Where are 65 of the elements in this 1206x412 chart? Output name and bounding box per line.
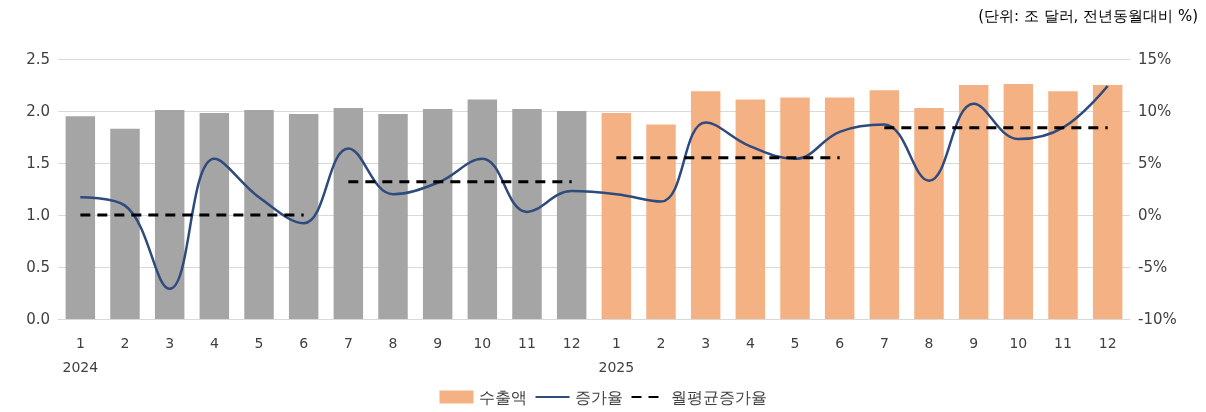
y-tick-label: 0.5 xyxy=(26,258,50,276)
x-tick-label: 5 xyxy=(254,335,264,351)
x-tick-label: 8 xyxy=(924,335,934,351)
y-tick-label: 2.0 xyxy=(26,102,50,120)
legend-label: 수출액 xyxy=(478,387,527,407)
y2-tick-label: 5% xyxy=(1138,154,1162,172)
bar xyxy=(601,113,632,319)
x-tick-label: 9 xyxy=(433,335,443,351)
x-tick-label: 10 xyxy=(473,335,492,351)
bar xyxy=(154,109,185,319)
bar xyxy=(288,114,319,319)
bar xyxy=(914,107,944,319)
bar xyxy=(110,128,140,319)
bar xyxy=(467,99,498,319)
bar xyxy=(958,85,989,319)
x-tick-label: 1 2025 xyxy=(598,335,635,375)
y2-tick-label: -10% xyxy=(1138,310,1177,328)
y-tick-label: 2.5 xyxy=(26,50,50,68)
line-series xyxy=(79,84,1109,291)
x-tick-label: 4 xyxy=(745,335,755,351)
x-tick-label: 6 xyxy=(299,335,309,351)
bar xyxy=(824,97,855,319)
x-tick-label: 1 2024 xyxy=(62,335,99,375)
x-tick-label: 7 xyxy=(879,335,889,351)
x-tick-label: 12 xyxy=(1098,335,1117,351)
legend-label: 월평균증가율 xyxy=(670,387,767,407)
y2-tick-label: 10% xyxy=(1138,102,1172,120)
bar xyxy=(1092,85,1123,319)
bar xyxy=(512,108,542,319)
y-tick-label: 1.5 xyxy=(26,154,50,172)
bar xyxy=(199,113,230,319)
bar xyxy=(422,108,453,319)
legend-label: 증가율 xyxy=(574,387,623,407)
x-tick-label: 11 xyxy=(518,335,536,351)
bar xyxy=(690,91,721,319)
x-tick-label: 6 xyxy=(835,335,845,351)
text: (단위: 조 달러, 전년동월대비 %) xyxy=(978,6,1199,25)
y-tick-label: 1.0 xyxy=(26,206,50,224)
bar xyxy=(333,107,364,319)
bar xyxy=(65,116,96,319)
bar xyxy=(244,109,274,319)
bar xyxy=(735,99,766,319)
x-tick-label: 2 xyxy=(656,335,666,351)
bar xyxy=(1048,91,1078,319)
x-tick-label: 12 xyxy=(562,335,581,351)
bar xyxy=(556,111,587,319)
x-tick-label: 4 xyxy=(209,335,219,351)
bar xyxy=(1003,83,1034,319)
x-tick-label: 3 xyxy=(165,335,175,351)
y2-tick-label: 0% xyxy=(1138,206,1162,224)
bar xyxy=(869,90,900,319)
x-tick-label: 8 xyxy=(388,335,398,351)
bar xyxy=(378,114,408,319)
bar xyxy=(646,124,676,319)
x-tick-label: 10 xyxy=(1009,335,1028,351)
y-tick-label: 0.0 xyxy=(26,310,50,328)
bar xyxy=(780,97,810,319)
y2-tick-label: 15% xyxy=(1138,50,1172,68)
y2-tick-label: -5% xyxy=(1138,258,1168,276)
x-tick-label: 7 xyxy=(343,335,353,351)
x-tick-label: 9 xyxy=(969,335,979,351)
x-tick-label: 11 xyxy=(1054,335,1072,351)
x-tick-label: 3 xyxy=(701,335,711,351)
x-tick-label: 2 xyxy=(120,335,130,351)
x-tick-label: 5 xyxy=(790,335,800,351)
